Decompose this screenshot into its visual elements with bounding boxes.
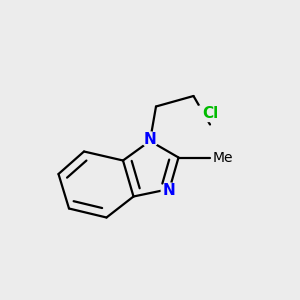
Ellipse shape — [161, 183, 178, 198]
Ellipse shape — [191, 105, 229, 122]
Text: N: N — [144, 132, 156, 147]
Text: Cl: Cl — [202, 106, 218, 121]
Text: Me: Me — [213, 151, 233, 164]
Text: N: N — [163, 183, 176, 198]
Ellipse shape — [142, 132, 158, 147]
